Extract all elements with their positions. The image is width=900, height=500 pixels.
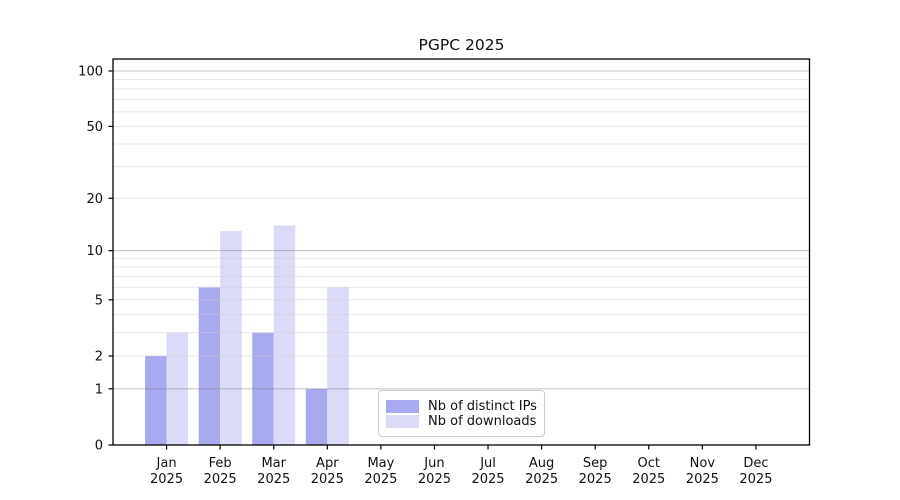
bar-downloads-apr [327,287,349,445]
bar-distinct-ips-jan [145,355,167,445]
legend-item-distinct-ips: Nb of distinct IPs [386,399,537,414]
x-tick-label-month: Jan [156,456,177,471]
x-tick-label-month: Apr [316,456,339,471]
legend: Nb of distinct IPs Nb of downloads [378,390,545,437]
x-tick-label-year: 2025 [471,472,504,487]
x-tick-label-month: Aug [529,456,554,471]
x-tick-label-year: 2025 [418,472,451,487]
y-tick-label: 0 [95,439,103,454]
bar-downloads-feb [220,231,242,445]
x-tick-label-month: Oct [638,456,660,471]
y-tick-label: 10 [86,244,103,259]
x-tick-label-month: Sep [583,456,608,471]
y-tick-label: 2 [95,349,103,364]
chart-title: PGPC 2025 [418,36,505,54]
x-tick-label-year: 2025 [579,472,612,487]
x-tick-label-year: 2025 [525,472,558,487]
x-tick-label-month: May [367,456,394,471]
legend-label-downloads: Nb of downloads [428,414,537,429]
legend-swatch-downloads [386,415,419,428]
x-tick-label-year: 2025 [739,472,772,487]
x-tick-label-month: Mar [261,456,286,471]
x-tick-label-year: 2025 [257,472,290,487]
x-tick-label-month: Jun [423,456,444,471]
bar-downloads-mar [273,225,296,445]
x-tick-label-month: Feb [209,456,232,471]
legend-item-downloads: Nb of downloads [386,414,536,429]
y-tick-label: 50 [86,120,103,135]
x-tick-label-year: 2025 [150,472,183,487]
x-tick-label-year: 2025 [204,472,237,487]
legend-label-distinct-ips: Nb of distinct IPs [428,399,537,414]
y-tick-label: 1 [95,382,103,397]
x-tick-label-year: 2025 [686,472,719,487]
plot-border [112,58,811,446]
bar-distinct-ips-apr [305,388,328,445]
x-tick-label-year: 2025 [364,472,397,487]
x-tick-label-month: Jul [479,456,496,471]
x-tick-label-month: Dec [743,456,768,471]
x-tick-label-year: 2025 [632,472,665,487]
y-tick-label: 100 [78,65,103,80]
y-tick-label: 20 [86,192,103,207]
legend-swatch-distinct-ips [386,400,419,413]
x-tick-label-year: 2025 [311,472,344,487]
y-tick-label: 5 [95,293,103,308]
x-tick-label-month: Nov [690,456,716,471]
bar-distinct-ips-feb [198,287,221,445]
